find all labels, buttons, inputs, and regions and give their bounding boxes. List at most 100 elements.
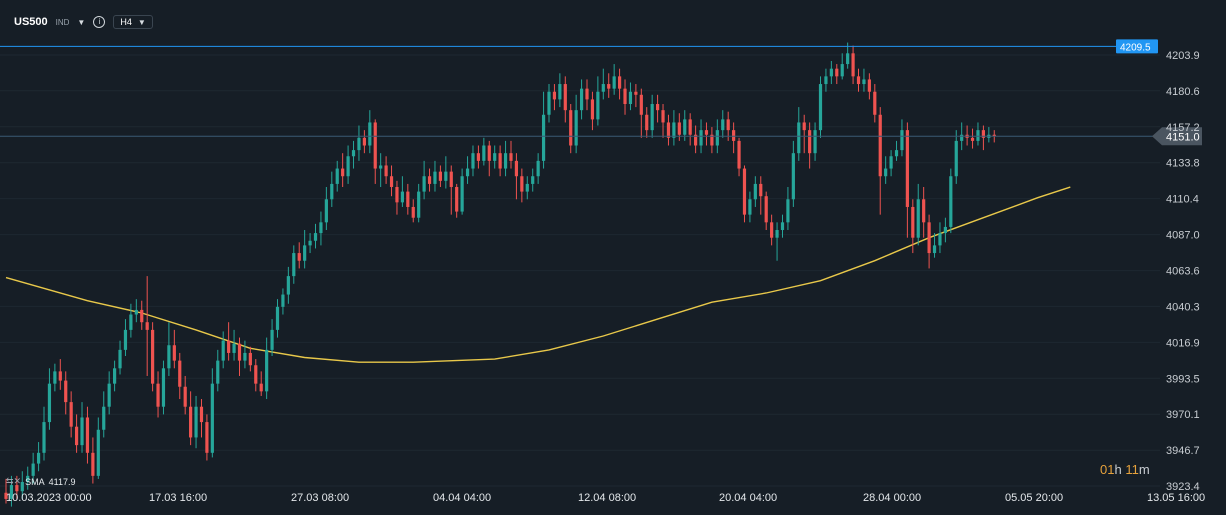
candle-down [455,183,459,218]
candle-body [536,160,540,177]
candle-down [590,91,595,131]
candle-body [395,186,399,203]
candle-body [449,171,453,187]
candle-body [265,349,269,392]
candle-body [107,383,111,407]
candle-up [721,110,725,138]
info-icon[interactable]: i [93,16,106,28]
candle-down [970,128,975,149]
candle-body [791,153,795,200]
candle-down [851,45,855,85]
candle-down [873,84,877,123]
candle-body [992,134,996,137]
candle-body [292,253,296,277]
candle-up [949,168,953,234]
candle-body [308,240,312,246]
candle-down [639,88,643,138]
candle-up [541,91,546,169]
candle-body [531,176,535,184]
symbol-label[interactable]: US500 [14,16,48,28]
y-tick-label: 4203.9 [1166,50,1200,62]
candle-down [569,104,573,154]
candle-timer: 01h 11m [1100,462,1150,477]
candle-body [373,122,377,169]
candle-body [498,153,502,169]
candle-up [916,183,920,246]
candle-down [199,399,204,438]
candle-body [53,371,57,384]
candle-up [265,337,269,400]
timer-minutes: 11 [1125,462,1139,477]
candle-body [80,417,84,446]
chevron-down-icon[interactable]: ▼ [77,17,86,27]
candle-body [482,145,486,161]
candle-up [330,171,334,207]
candle-body [726,119,730,131]
candle-body [786,199,790,223]
candle-body [514,160,519,177]
y-tick-label: 4063.6 [1166,266,1200,278]
candle-down [520,168,524,203]
candle-down [759,176,763,215]
candle-body [884,168,888,177]
candle-body [275,306,280,330]
candle-up [161,360,166,415]
candle-down [227,322,231,361]
candle-up [303,230,307,269]
candle-body [167,345,171,369]
candle-body [4,492,8,499]
candle-down [867,73,871,100]
candle-body [721,119,725,131]
candle-up [612,64,616,95]
candle-up [107,371,111,415]
candle-up [47,368,52,430]
candle-down [585,79,589,111]
candle-body [753,183,757,200]
candle-down [710,127,714,154]
candle-down [704,122,709,146]
candle-down [742,165,747,223]
sma-layer [5,186,1071,363]
candle-down [64,371,68,415]
candle-body [764,196,768,223]
candle-body [970,137,975,141]
candle-up [574,94,578,154]
y-tick-label: 4133.8 [1166,158,1200,170]
candle-up [786,186,790,231]
candle-body [683,119,687,135]
candle-body [26,475,30,483]
collapse-icon[interactable]: ⇆✕ [6,476,22,486]
timeframe-selector[interactable]: H4 ▼ [113,15,153,29]
candle-body [634,91,638,95]
timer-hours: 01 [1100,462,1115,477]
candle-up [134,299,138,323]
x-tick-label: 13.05 16:00 [1147,492,1205,504]
candle-down [770,214,774,246]
candle-body [74,426,79,446]
candle-down [259,371,263,396]
candle-body [113,368,117,384]
candle-body [862,79,866,85]
candle-down [449,165,453,215]
candle-body [927,222,931,254]
candle-down [389,165,394,197]
candle-body [118,349,122,369]
candle-body [324,199,328,223]
candle-body [303,245,307,261]
candle-body [840,64,844,77]
candle-down [438,165,442,187]
candle-body [15,485,19,492]
candle-body [558,84,562,100]
candle-body [178,360,182,387]
candle-body [368,122,372,146]
candle-body [102,406,106,430]
candle-up [672,110,676,146]
candle-body [384,165,388,177]
candle-body [232,343,236,353]
candle-down [661,104,665,138]
candle-up [379,153,383,187]
candle-body [704,130,709,135]
candle-body [319,222,323,234]
candle-up [281,288,285,315]
